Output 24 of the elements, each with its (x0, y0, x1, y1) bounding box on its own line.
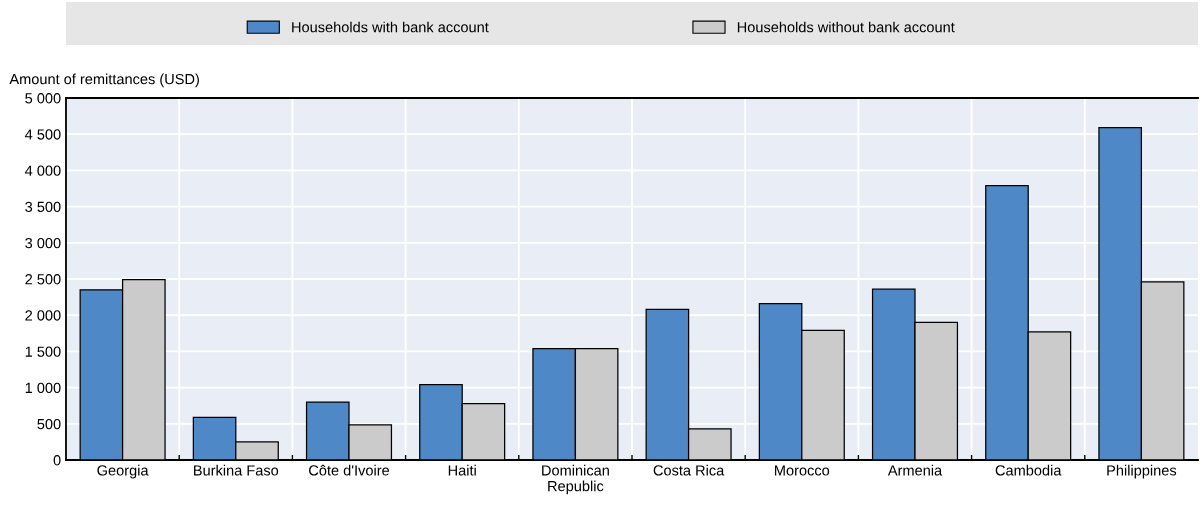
y-tick-label: 1 000 (25, 382, 61, 394)
y-tick-label: 500 (37, 418, 61, 430)
y-tick-label: 0 (53, 455, 61, 466)
y-tick-label: 2 000 (25, 310, 61, 321)
x-tick-label: Cambodia (995, 464, 1062, 476)
y-tick-label: 5 000 (25, 93, 61, 104)
x-tick-label: Philippines (1107, 464, 1177, 479)
x-tick-label: Haiti (448, 464, 476, 476)
x-tick-label: Morocco (775, 465, 830, 476)
x-tick-label: Armenia (887, 464, 943, 476)
y-tick-label: 2 500 (25, 274, 61, 285)
legend-label: Households without bank account (737, 21, 955, 33)
x-tick-label: Costa Rica (653, 464, 725, 476)
x-tick-label: Dominican Republic (542, 464, 609, 495)
y-axis-title: Amount of remittances (USD) (9, 73, 199, 88)
x-tick-label: Côte d'Ivoire (309, 464, 390, 476)
x-tick-label: Georgia (97, 464, 149, 479)
y-tick-label: 4 000 (24, 165, 61, 176)
x-tick-label: Burkina Faso (194, 464, 279, 476)
y-tick-label: 1 500 (25, 346, 61, 357)
y-tick-label: 4 500 (24, 129, 61, 140)
y-tick-label: 3 000 (25, 237, 61, 249)
legend-label: Households with bank account (292, 21, 489, 33)
y-tick-label: 3 500 (25, 201, 61, 213)
